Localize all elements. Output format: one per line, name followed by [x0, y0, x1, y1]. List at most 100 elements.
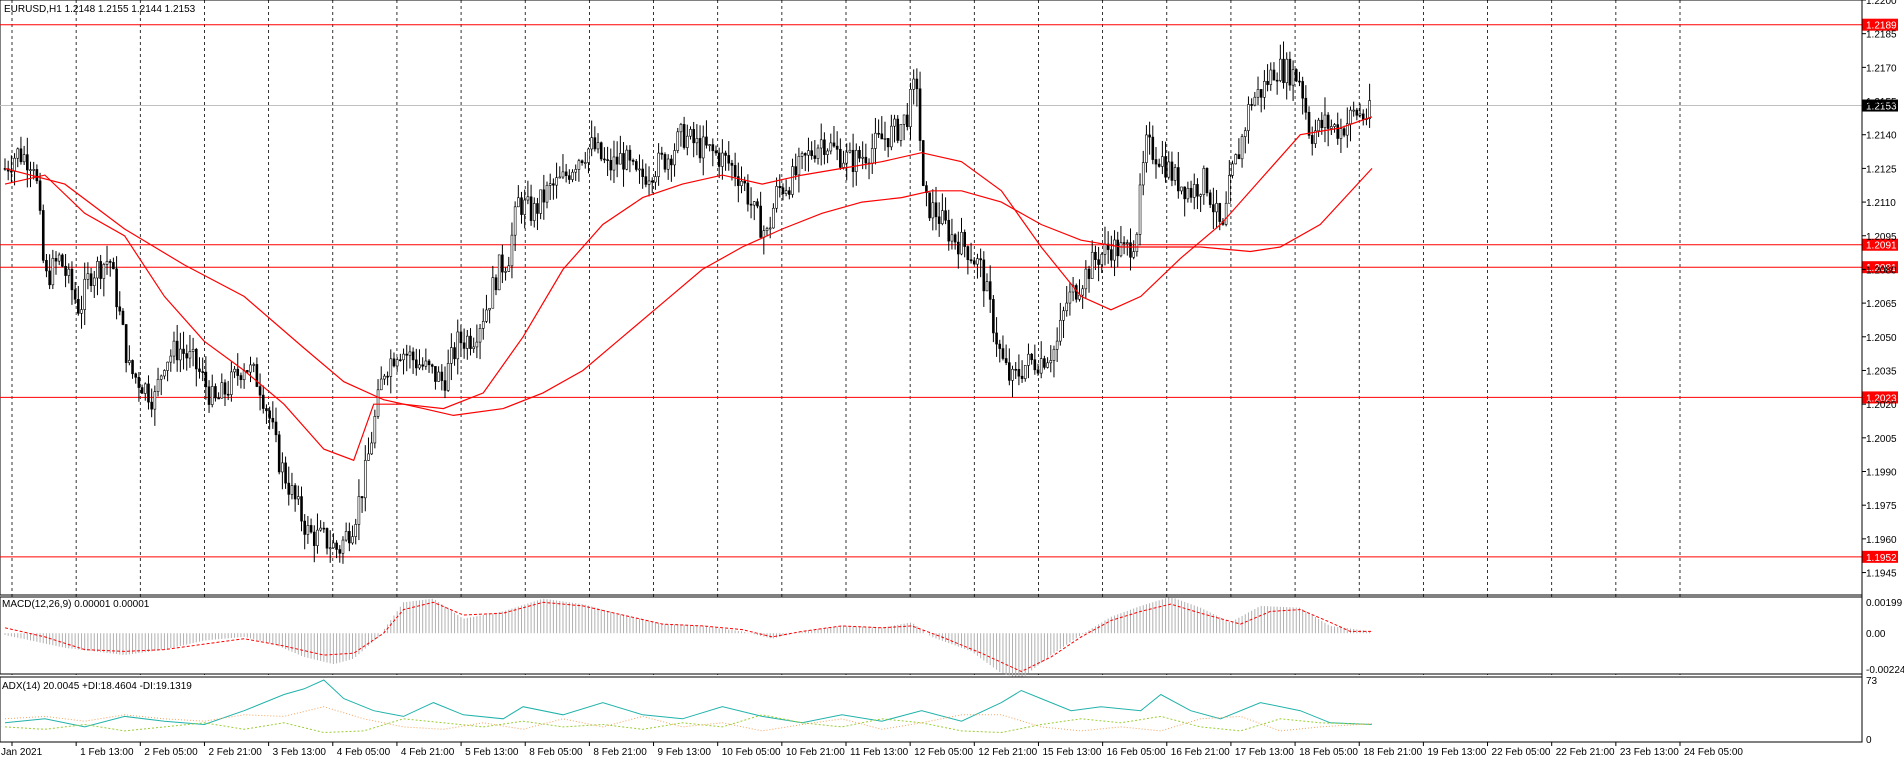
candle-body — [290, 485, 294, 495]
candle-body — [730, 162, 734, 166]
candle-body — [740, 180, 743, 186]
candle-body — [300, 496, 303, 522]
candle-body — [899, 124, 903, 141]
candle-body — [226, 393, 230, 396]
candle-body — [743, 180, 746, 184]
candle-body — [188, 351, 192, 359]
candle-body — [529, 196, 533, 221]
candle-body — [1110, 249, 1113, 261]
candle-body — [45, 260, 48, 272]
candle-body — [848, 149, 852, 153]
candle-body — [462, 342, 466, 349]
candle-body — [921, 140, 925, 186]
candle-body — [332, 542, 335, 549]
candle-body — [772, 207, 775, 229]
candle-body — [845, 151, 849, 164]
candle-body — [998, 343, 1002, 349]
candle-body — [57, 254, 61, 262]
candle-body — [768, 227, 772, 230]
candle-body — [201, 371, 204, 373]
time-label: 3 Feb 13:00 — [273, 747, 327, 758]
candle-body — [255, 364, 259, 387]
candle-body — [220, 382, 224, 399]
candle-body — [316, 529, 319, 546]
candle-body — [564, 171, 568, 176]
candle-body — [475, 341, 479, 348]
candle-body — [1087, 268, 1091, 279]
candle-body — [1256, 89, 1260, 98]
candle-body — [536, 203, 539, 214]
candle-body — [634, 161, 638, 170]
candle-body — [510, 234, 514, 267]
candle-body — [714, 150, 718, 154]
candle-body — [1100, 253, 1104, 265]
candle-body — [701, 136, 705, 159]
candle-body — [902, 114, 906, 125]
candle-body — [599, 142, 603, 160]
candle-body — [526, 196, 530, 201]
candle-body — [1046, 362, 1049, 368]
candle-body — [159, 375, 163, 380]
candle-body — [1275, 79, 1279, 82]
candle-body — [791, 166, 794, 195]
candle-body — [1052, 348, 1056, 361]
candle-body — [775, 186, 778, 209]
candle-body — [1135, 234, 1139, 253]
candle-body — [561, 171, 565, 178]
candle-body — [348, 531, 351, 544]
candle-body — [459, 331, 463, 344]
current-price-label: 1.2153 — [1866, 102, 1897, 113]
candle-body — [1154, 159, 1158, 165]
time-label: 22 Feb 21:00 — [1556, 747, 1615, 758]
candle-body — [692, 129, 695, 144]
candle-body — [456, 331, 460, 360]
candle-body — [258, 386, 262, 396]
candle-body — [937, 216, 941, 224]
candle-body — [405, 353, 409, 356]
time-label: 19 Feb 13:00 — [1427, 747, 1486, 758]
candle-body — [1071, 285, 1075, 293]
candle-body — [1189, 187, 1193, 198]
candle-body — [67, 268, 71, 276]
candle-body — [784, 190, 788, 194]
time-label: 22 Feb 05:00 — [1492, 747, 1551, 758]
current-price-tag — [1862, 99, 1898, 112]
candle-body — [976, 258, 979, 265]
candle-body — [957, 241, 960, 255]
candle-body — [1250, 104, 1253, 106]
candle-body — [829, 142, 833, 152]
candle-body — [545, 185, 549, 203]
candle-body — [654, 176, 657, 183]
candle-body — [689, 129, 692, 137]
candle-body — [102, 264, 106, 279]
candle-body — [504, 271, 507, 273]
candle-body — [1036, 369, 1040, 374]
time-label: 10 Feb 21:00 — [786, 747, 845, 758]
candle-body — [660, 152, 664, 155]
candle-body — [354, 524, 358, 537]
candle-body — [638, 168, 641, 171]
time-label: 1 Feb 13:00 — [80, 747, 134, 758]
candle-body — [1247, 104, 1250, 131]
horizontal-levels[interactable]: 1.2189 1.2091 1.2081 1.2023 1.1952 1.2153 — [0, 18, 1898, 564]
candle-body — [427, 360, 431, 366]
candle-body — [22, 154, 26, 163]
candle-body — [99, 261, 102, 279]
candle-body — [905, 114, 909, 127]
candle-body — [1240, 136, 1244, 160]
candle-body — [163, 370, 166, 377]
candle-body — [1183, 186, 1186, 200]
candle-body — [469, 335, 472, 349]
candle-body — [931, 202, 935, 219]
candle-body — [835, 145, 839, 150]
time-label: 18 Feb 21:00 — [1363, 747, 1422, 758]
candle-body — [606, 159, 609, 161]
candle-body — [70, 268, 74, 291]
candle-body — [434, 366, 437, 382]
candle-body — [73, 289, 77, 300]
macd-tick-label: 0.00 — [1866, 629, 1886, 640]
level-price-label: 1.2091 — [1866, 241, 1897, 252]
candle-body — [1004, 358, 1008, 363]
candle-body — [357, 496, 361, 525]
